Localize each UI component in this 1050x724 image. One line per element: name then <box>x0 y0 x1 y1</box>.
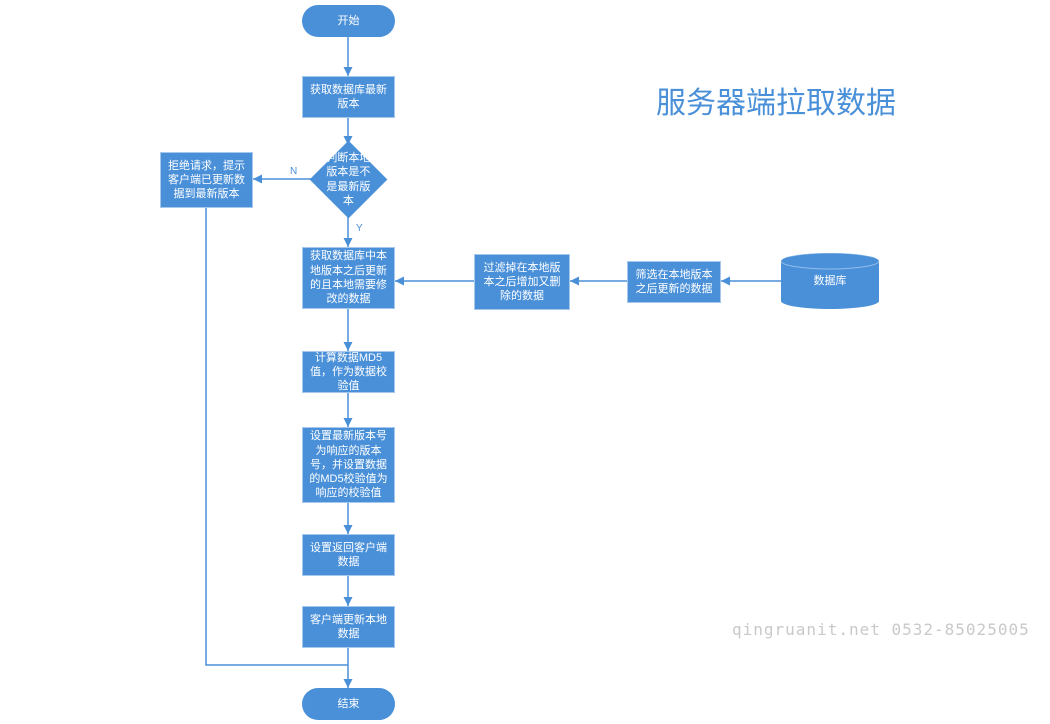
node-setresp: 设置返回客户端数据 <box>302 534 395 576</box>
decision-label-0: N <box>290 166 297 177</box>
node-client: 客户端更新本地数据 <box>302 606 395 648</box>
node-p2: 获取数据库中本地版本之后更新的且本地需要修改的数据 <box>302 247 395 309</box>
node-db: 数据库 <box>781 253 879 309</box>
node-d1: 判断本地版本是不是最新版本 <box>310 141 388 219</box>
node-start: 开始 <box>302 5 395 37</box>
watermark: qingruanit.net 0532-85025005 <box>732 620 1030 639</box>
diagram-title: 服务器端拉取数据 <box>656 78 896 122</box>
node-label-d1: 判断本地版本是不是最新版本 <box>325 151 372 208</box>
node-label-db: 数据库 <box>781 253 879 309</box>
node-filter: 过滤掉在本地版本之后增加又删除的数据 <box>474 254 570 310</box>
node-setver: 设置最新版本号为响应的版本号，并设置数据的MD5校验值为响应的校验值 <box>302 427 395 503</box>
decision-label-1: Y <box>356 223 363 234</box>
node-reject: 拒绝请求，提示客户端已更新数据到最新版本 <box>160 152 253 208</box>
node-select: 筛选在本地版本之后更新的数据 <box>627 261 721 303</box>
node-p1: 获取数据库最新版本 <box>302 76 395 118</box>
node-end: 结束 <box>302 688 395 720</box>
node-md5: 计算数据MD5值，作为数据校验值 <box>302 351 395 393</box>
